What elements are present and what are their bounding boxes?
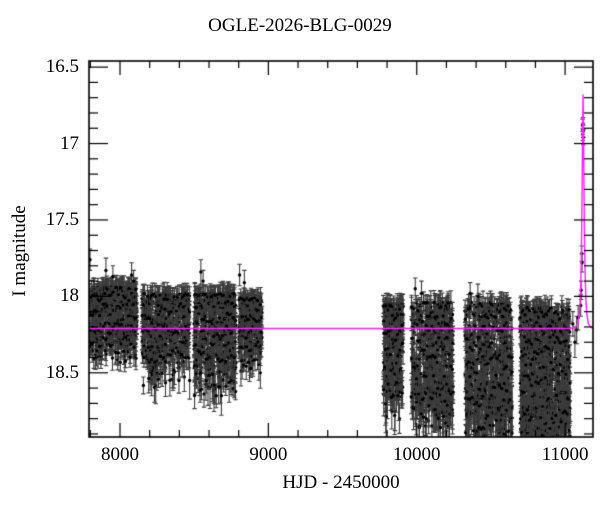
y-tick-label-18: 18 — [60, 285, 79, 307]
y-tick-label-16.5: 16.5 — [45, 56, 79, 78]
x-tick-label-10000: 10000 — [392, 444, 441, 465]
y-tick-label-18.5: 18.5 — [45, 361, 79, 383]
y-tick-label-17: 17 — [60, 132, 79, 154]
y-tick-label-17.5: 17.5 — [45, 208, 79, 230]
x-tick-label-9000: 9000 — [249, 444, 288, 465]
x-tick-label-8000: 8000 — [101, 444, 139, 465]
x-tick-label-11000: 11000 — [541, 444, 589, 465]
x-axis-label: HJD - 2450000 — [282, 472, 400, 493]
chart-title: OGLE-2026-BLG-0029 — [208, 15, 392, 36]
